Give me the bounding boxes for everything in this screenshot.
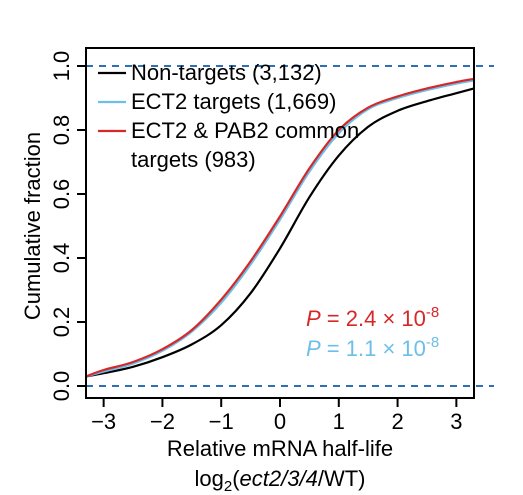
x-axis-subtitle: log2(ect2/3/4/WT) (195, 466, 366, 495)
legend-label: ECT2 & PAB2 common (131, 118, 359, 143)
legend: Non-targets (3,132) ECT2 targets (1,669) E… (98, 60, 359, 172)
y-tick-label: 0.4 (49, 243, 74, 274)
x-tick-label: 3 (450, 409, 462, 434)
reference-lines (86, 65, 494, 387)
x-axis-ticks: −3 −2 −1 0 1 2 3 (91, 398, 462, 434)
x-axis-subtitle-suffix: /WT) (318, 466, 366, 491)
x-tick-label: 2 (391, 409, 403, 434)
y-tick-label: 0.6 (49, 179, 74, 210)
legend-label: Non-targets (3,132) (131, 60, 322, 85)
x-axis-subtitle-base: 2 (224, 478, 232, 495)
legend-label: targets (983) (131, 147, 256, 172)
x-axis-subtitle-log: log (195, 466, 224, 491)
x-tick-label: −1 (209, 409, 234, 434)
y-tick-label: 0.8 (49, 115, 74, 146)
x-tick-label: 1 (333, 409, 345, 434)
p-value-annotation: P = 1.1 × 10-8 (306, 334, 439, 361)
x-axis-subtitle-genotype: ect2/3/4 (240, 466, 318, 491)
series-line-ect2-targets (85, 79, 475, 378)
y-tick-label: 1.0 (49, 51, 74, 82)
x-axis-title: Relative mRNA half-life (167, 436, 393, 461)
y-axis-ticks: 0.0 0.2 0.4 0.6 0.8 1.0 (49, 51, 86, 402)
y-tick-label: 0.0 (49, 371, 74, 402)
x-tick-label: 0 (274, 409, 286, 434)
p-value-annotations: P = 2.4 × 10-8 P = 1.1 × 10-8 (306, 304, 439, 361)
series-line-ect2-pab2-common (85, 77, 475, 378)
x-tick-label: −2 (150, 409, 175, 434)
y-tick-label: 0.2 (49, 307, 74, 338)
p-value-annotation: P = 2.4 × 10-8 (306, 304, 439, 331)
x-axis-subtitle-open: ( (232, 466, 240, 491)
x-tick-label: −3 (91, 409, 116, 434)
series-lines (85, 77, 475, 378)
legend-label: ECT2 targets (1,669) (131, 89, 336, 114)
y-axis-title: Cumulative fraction (20, 132, 45, 320)
series-line-non-targets (85, 87, 475, 378)
